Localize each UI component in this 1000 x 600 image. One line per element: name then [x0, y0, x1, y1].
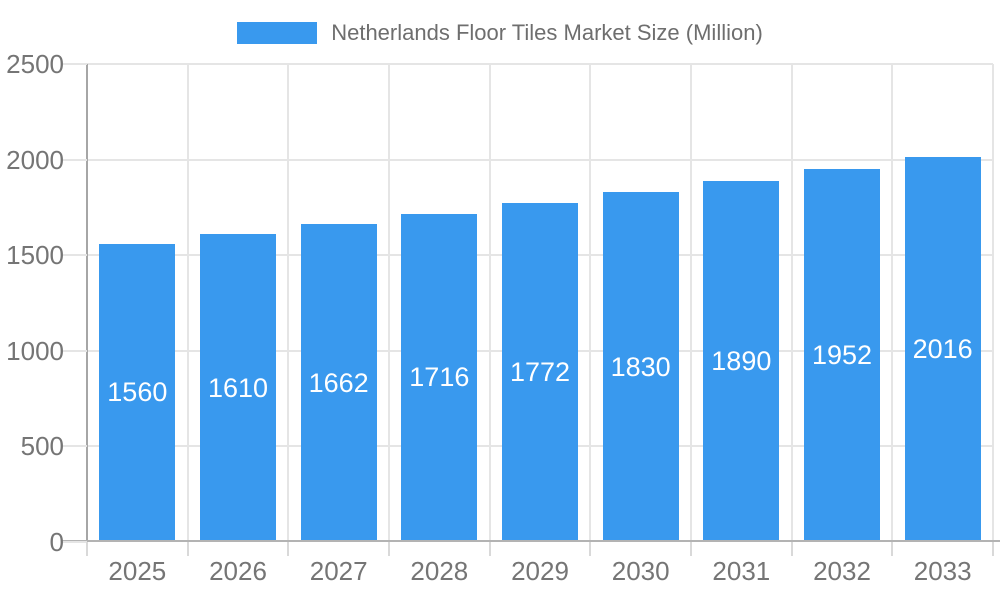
x-axis-tick-label: 2026: [209, 556, 267, 586]
x-axis-tick: [388, 542, 390, 556]
x-axis-tick: [488, 542, 491, 556]
gridline-vertical: [690, 64, 692, 542]
x-axis-tick-label: 2027: [309, 556, 368, 586]
x-axis-tick: [992, 542, 994, 556]
bar-2027[interactable]: 1662: [300, 224, 377, 542]
y-axis-tick-label: 500: [20, 431, 64, 462]
x-axis-tick-label: 2032: [813, 556, 871, 586]
bar-value-label: 1772: [509, 357, 571, 388]
bar-2032[interactable]: 1952: [804, 168, 880, 542]
bars-layer: 1560 1610 1662 1716 1772 1830 1890 1952 2016: [87, 64, 993, 542]
y-axis-tick-label: 1500: [6, 240, 64, 271]
x-axis-tick-label: 2030: [611, 556, 670, 586]
gridline-vertical: [388, 64, 390, 542]
y-axis-tick: [62, 158, 87, 161]
bar-value-label: 1610: [207, 372, 269, 403]
bar-value-label: 1830: [610, 351, 671, 382]
y-axis-line: [86, 64, 88, 556]
x-axis-tick-label: 2025: [108, 556, 167, 586]
y-axis-tick: [62, 63, 87, 65]
bar-value-label: 2016: [912, 333, 973, 364]
y-axis-tick: [62, 349, 87, 352]
bar-2033[interactable]: 2016: [904, 156, 981, 542]
bar-value-label: 1952: [811, 339, 873, 370]
bar-2030[interactable]: 1830: [602, 192, 679, 542]
x-axis-tick-label: 2029: [511, 556, 569, 586]
gridline-vertical: [891, 64, 894, 542]
y-axis-tick-label: 2500: [6, 49, 64, 79]
gridline-vertical: [790, 64, 793, 542]
bar-2031[interactable]: 1890: [703, 180, 780, 542]
gridline-horizontal: [87, 63, 993, 65]
gridline-horizontal: [87, 158, 993, 161]
gridline-vertical: [287, 64, 290, 542]
y-axis-tick-label: 0: [49, 527, 64, 557]
y-axis-tick: [62, 254, 87, 257]
y-axis-tick-label: 1000: [6, 335, 64, 366]
y-axis-tick-label: 2000: [6, 144, 64, 175]
x-axis-tick: [790, 542, 793, 556]
x-axis-tick-label: 2031: [712, 556, 771, 586]
legend-swatch[interactable]: [237, 22, 318, 44]
y-axis-tick: [62, 445, 87, 448]
x-axis-tick-label: 2028: [410, 556, 469, 586]
gridline-vertical: [186, 64, 189, 542]
gridline-vertical: [589, 64, 592, 542]
x-axis-tick: [589, 542, 592, 556]
bar-value-label: 1716: [409, 362, 470, 393]
x-axis-tick: [287, 542, 290, 556]
x-axis-tick: [891, 542, 894, 556]
bar-value-label: 1890: [711, 345, 772, 376]
bar-2028[interactable]: 1716: [401, 213, 478, 542]
bar-2025[interactable]: 1560: [99, 243, 176, 542]
legend[interactable]: Netherlands Floor Tiles Market Size (Mil…: [0, 20, 1000, 46]
x-axis-line: [62, 540, 1000, 542]
y-axis-tick: [62, 541, 87, 543]
gridline-vertical: [992, 64, 994, 542]
bar-2026[interactable]: 1610: [200, 234, 276, 542]
gridline-vertical: [488, 64, 491, 542]
bar-2029[interactable]: 1772: [502, 203, 578, 542]
x-axis-tick: [86, 542, 88, 556]
bar-value-label: 1662: [308, 367, 369, 398]
legend-label: Netherlands Floor Tiles Market Size (Mil…: [331, 20, 763, 45]
x-axis-tick-label: 2033: [913, 556, 972, 586]
x-axis-tick: [186, 542, 189, 556]
x-axis-tick: [690, 542, 692, 556]
bar-value-label: 1560: [107, 377, 168, 408]
